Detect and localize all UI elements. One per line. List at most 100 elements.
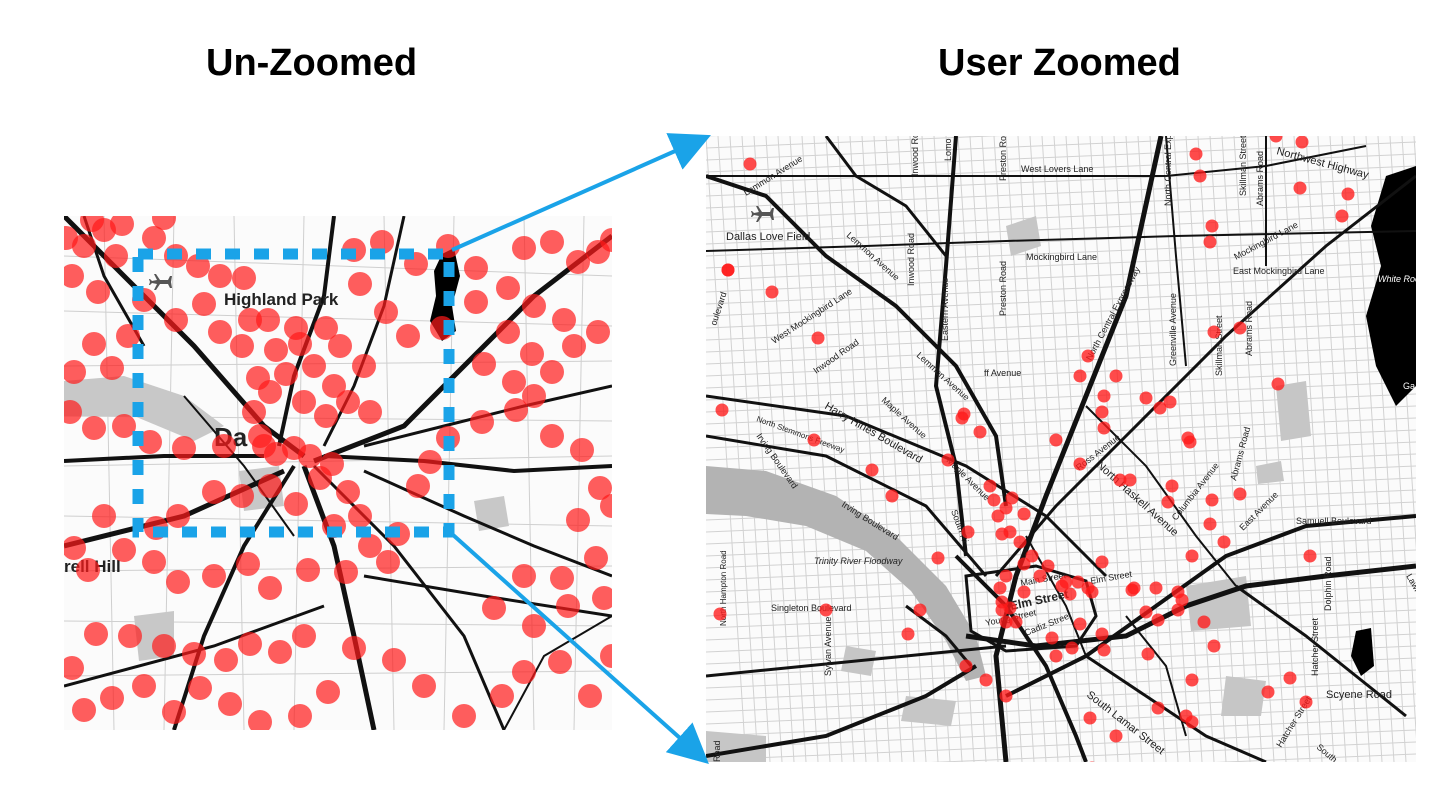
incident-point <box>72 234 96 258</box>
incident-point <box>142 550 166 574</box>
incident-point <box>1189 147 1203 161</box>
incident-point <box>470 410 494 434</box>
incident-point <box>314 404 338 428</box>
incident-point <box>218 692 242 716</box>
incident-point <box>84 622 108 646</box>
incident-point <box>464 256 488 280</box>
incident-point <box>152 634 176 658</box>
incident-point <box>308 466 332 490</box>
label-scyene-road: Scyene Road <box>1326 689 1392 701</box>
incident-point <box>999 615 1013 629</box>
incident-point <box>987 493 1001 507</box>
incident-point <box>913 603 927 617</box>
incident-point <box>1299 695 1313 709</box>
incident-point <box>1185 549 1199 563</box>
incident-point <box>358 400 382 424</box>
incident-point <box>192 292 216 316</box>
incident-point <box>1017 557 1031 571</box>
incident-point <box>512 660 536 684</box>
incident-point <box>1203 517 1217 531</box>
incident-point <box>993 581 1007 595</box>
incident-point <box>520 342 544 366</box>
incident-point <box>72 698 96 722</box>
label-harry-hines-boulevard: Harry Hines Boulevard <box>823 400 925 466</box>
label-dolphin-road: Dolphin Road <box>1323 556 1333 611</box>
incident-point <box>252 434 276 458</box>
incident-point <box>600 644 612 668</box>
incident-point <box>436 234 460 258</box>
label-lomo: Lomo <box>943 138 953 161</box>
incident-point <box>811 331 825 345</box>
incident-point <box>586 320 610 344</box>
incident-point <box>1175 593 1189 607</box>
incident-point <box>807 433 821 447</box>
incident-point <box>1139 391 1153 405</box>
incident-point <box>82 416 106 440</box>
incident-point <box>386 522 410 546</box>
incident-point <box>186 254 210 278</box>
label-singleton-boulevard: Singleton Boulevard <box>771 603 852 613</box>
incident-point <box>334 560 358 584</box>
title-user-zoomed: User Zoomed <box>938 42 1181 84</box>
unzoomed-map: Highland Park Da rell Hill <box>64 216 612 730</box>
incident-point <box>292 624 316 648</box>
incident-point <box>1109 729 1123 743</box>
incident-point <box>512 564 536 588</box>
incident-point <box>592 586 612 610</box>
incident-point <box>1073 369 1087 383</box>
incident-point <box>336 480 360 504</box>
incident-point <box>436 426 460 450</box>
white-rock-lake <box>1366 166 1416 406</box>
incident-point <box>212 434 236 458</box>
label-white-rock: White Rock <box>1378 274 1416 284</box>
incident-point <box>550 566 574 590</box>
incident-point <box>540 230 564 254</box>
incident-point <box>1025 549 1039 563</box>
incident-point <box>348 272 372 296</box>
label-inwood-road-mid: Inwood Road <box>906 233 916 286</box>
incident-point <box>570 438 594 462</box>
incident-point <box>80 216 104 232</box>
incident-point <box>274 362 298 386</box>
incident-point <box>1141 647 1155 661</box>
incident-point <box>999 569 1013 583</box>
incident-point <box>1095 627 1109 641</box>
label-mockingbird-lane: Mockingbird Lane <box>1026 252 1097 262</box>
incident-point <box>348 504 372 528</box>
label-eastern-avenue: Eastern Avenue <box>940 278 950 341</box>
incident-point <box>995 603 1009 617</box>
label-road-bottom-left: Road <box>712 740 722 762</box>
label-south-partial: South <box>1315 742 1339 762</box>
incident-point <box>540 424 564 448</box>
incident-point <box>991 509 1005 523</box>
incident-point <box>1065 641 1079 655</box>
incident-point <box>522 294 546 318</box>
incident-point <box>502 370 526 394</box>
incident-point <box>164 308 188 332</box>
zoomed-map-canvas: Dallas Love Field Lemmon Avenue Lemmon A… <box>706 136 1416 762</box>
incident-point <box>522 614 546 638</box>
incident-point <box>382 648 406 672</box>
label-skillman-street-mid: Skillman Street <box>1214 315 1224 376</box>
incident-point <box>64 226 78 250</box>
incident-point <box>562 334 586 358</box>
incident-point <box>584 546 608 570</box>
incident-point <box>342 238 366 262</box>
incident-point <box>132 674 156 698</box>
incident-point <box>715 403 729 417</box>
incident-point <box>548 650 572 674</box>
incident-point <box>999 689 1013 703</box>
incident-point <box>214 648 238 672</box>
incident-point <box>819 603 833 617</box>
incident-point <box>1097 389 1111 403</box>
incident-point <box>983 479 997 493</box>
label-inwood-road-top: Inwood Road <box>910 136 920 176</box>
label-hatcher-street-1: Hatcher Street <box>1310 617 1320 676</box>
incident-point <box>1009 615 1023 629</box>
incident-point <box>202 564 226 588</box>
label-preston-road-mid: Preston Road <box>998 261 1008 316</box>
incident-point <box>1233 321 1247 335</box>
incident-point <box>370 230 394 254</box>
incident-point <box>406 474 430 498</box>
label-highland-park: Highland Park <box>224 290 339 309</box>
